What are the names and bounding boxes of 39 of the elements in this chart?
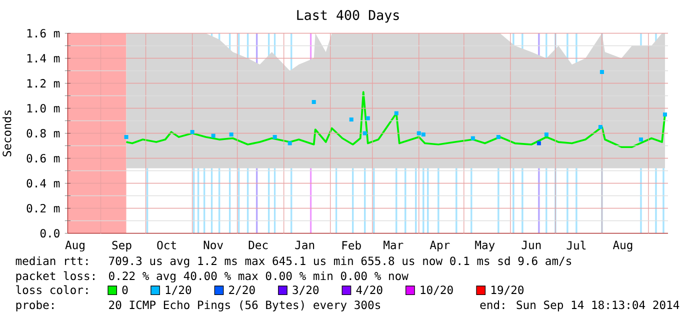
x-tick-label: Jul <box>566 240 586 250</box>
x-tick-label: Jan <box>295 240 314 250</box>
text: 20 ICMP Echo Pings (56 Bytes) every 300s <box>109 300 380 312</box>
text: end: Sun Sep 14 18:13:04 2014 <box>480 300 680 312</box>
legend-label: 2/20 <box>229 286 255 296</box>
y-tick-label: 0.6 m <box>26 154 60 163</box>
text: 0.22 % avg 40.00 % max 0.00 % min 0.00 % now <box>109 271 408 282</box>
y-tick-label: 1.6 m <box>27 28 60 38</box>
x-tick-label: Apr <box>430 240 450 252</box>
y-tick-label: 1.4 m <box>27 54 60 62</box>
y-axis-title: Seconds <box>2 110 12 156</box>
chart-title: Last 400 Days <box>297 10 399 23</box>
x-tick-label: Jun <box>522 240 541 250</box>
x-tick-label: Aug <box>65 240 84 252</box>
x-tick-label: Mar <box>384 240 404 250</box>
text: packet loss: <box>16 271 94 282</box>
legend-label: 0 <box>122 286 128 294</box>
legend-label: 3/20 <box>292 286 319 296</box>
x-tick-label: Oct <box>157 240 176 250</box>
x-tick-label: Dec <box>248 240 268 250</box>
text: 709.3 us avg 1.2 ms max 645.1 us min 655.8 us now 0.1 ms sd 9.6 am/s <box>109 256 572 268</box>
x-tick-label: May <box>475 240 495 252</box>
x-tick-label: Sep <box>112 240 132 252</box>
y-tick-label: 0.2 m <box>26 204 60 213</box>
x-tick-label: Nov <box>204 240 223 250</box>
y-tick-label: 0.8 m <box>26 128 60 138</box>
legend-label: 1/20 <box>166 286 192 296</box>
y-tick-label: 1.2 m <box>27 79 60 88</box>
legend-label: 4/20 <box>356 286 382 296</box>
x-tick-label: Aug <box>612 240 632 252</box>
y-tick-label: 1.0 m <box>27 104 60 113</box>
text: probe: <box>16 300 54 312</box>
legend-label: 19/20 <box>491 286 524 296</box>
legend-label: 10/20 <box>420 286 453 296</box>
x-tick-label: Feb <box>342 240 361 250</box>
legend-title: loss color: <box>16 285 88 294</box>
y-tick-label: 0.0 <box>40 228 60 238</box>
text: median rtt: <box>16 256 88 266</box>
y-tick-label: 0.4 m <box>26 178 60 188</box>
